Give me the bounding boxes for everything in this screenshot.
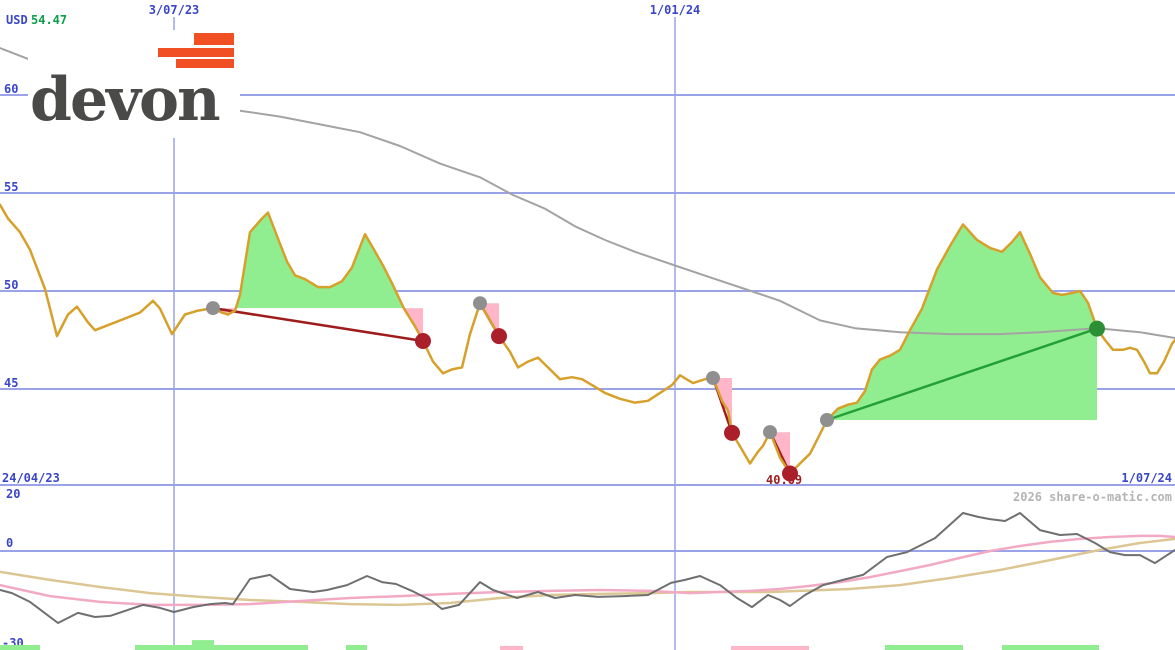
devon-logo: devon [28, 30, 240, 138]
logo-bar-icon [194, 33, 234, 45]
price-tick-50: 50 [4, 278, 18, 292]
histogram-bar [192, 640, 214, 650]
exit-marker [782, 465, 798, 482]
loss-area [713, 378, 732, 433]
logo-bar-icon [176, 59, 234, 68]
indicator-tick-20: 20 [6, 487, 20, 501]
entry-marker [206, 301, 220, 316]
histogram-bar [135, 645, 192, 650]
last-price-label: 54.47 [31, 13, 67, 27]
price-tick-60: 60 [4, 82, 18, 96]
histogram-bar [731, 645, 809, 650]
loss-area [480, 303, 499, 337]
watermark: 2026 share-o-matic.com [1013, 490, 1172, 504]
trade-connector [826, 327, 1098, 422]
signal-fills [213, 212, 1097, 474]
histogram-bar [346, 645, 367, 650]
price-line [0, 203, 1175, 475]
histogram-bar [214, 645, 308, 650]
oscillator-signal-line [0, 537, 1175, 607]
x-start-label: 24/04/23 [2, 471, 60, 485]
oscillator-slow-line [0, 534, 1175, 607]
gridlines [0, 17, 1175, 650]
histogram-bar [885, 645, 963, 650]
entry-marker [706, 371, 720, 385]
histogram-bar [0, 645, 40, 650]
logo-bar-icon [158, 48, 234, 57]
exit-marker [1089, 320, 1105, 337]
currency-label: USD [6, 13, 28, 27]
entry-marker [820, 413, 834, 427]
logo-wordmark: devon [30, 65, 221, 135]
histogram-bar [500, 645, 523, 650]
price-tick-45: 45 [4, 376, 18, 390]
exit-marker [491, 328, 507, 345]
signal-markers [206, 296, 1105, 482]
oscillator-series [0, 512, 1175, 624]
x-end-label: 1/07/24 [1121, 471, 1172, 485]
entry-marker [763, 425, 777, 440]
axis-labels: USD 54.47 3/07/23 1/01/24 60 55 50 45 20… [2, 3, 1172, 650]
indicator-tick-0: 0 [6, 536, 13, 550]
entry-marker [473, 296, 487, 311]
trade-connector [212, 306, 424, 343]
oscillator-fast-line [0, 512, 1175, 624]
histogram-bar [1002, 645, 1099, 650]
gain-area [213, 212, 423, 309]
volume-bars [0, 640, 1099, 650]
gain-area [827, 224, 1097, 420]
exit-marker [415, 333, 431, 349]
price-tick-55: 55 [4, 180, 18, 194]
x-tick-label-2: 1/01/24 [650, 3, 701, 17]
x-tick-label-1: 3/07/23 [149, 3, 200, 17]
exit-marker [724, 424, 740, 441]
